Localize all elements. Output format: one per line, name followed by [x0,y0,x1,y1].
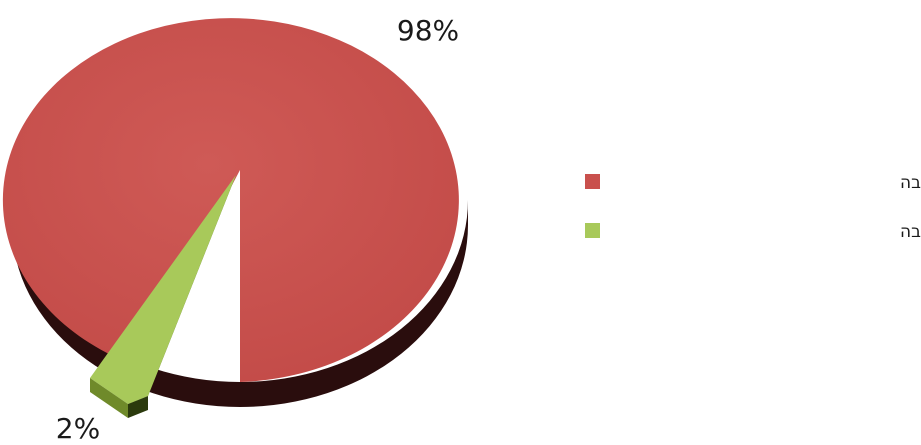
slice-1 [2,18,459,382]
legend-label-2: הרשויות שקיימו את החובה [900,222,921,242]
legend-item-2: הרשויות שקיימו את החובה [585,222,921,242]
legend-swatch-2 [585,223,600,238]
legend: הרשויות שלא קיימו את החובה הרשויות שקיימ… [585,173,921,242]
legend-item-1: הרשויות שלא קיימו את החובה [585,173,921,193]
legend-swatch-1 [585,174,600,189]
slice-2 [90,175,236,418]
slice-1-label: 98% [397,14,459,47]
legend-label-1: הרשויות שלא קיימו את החובה [900,173,921,193]
slice-2-label: 2% [56,412,100,445]
